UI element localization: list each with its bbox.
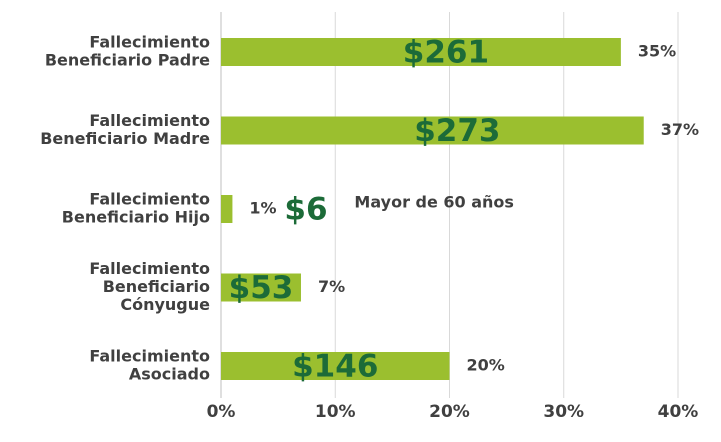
- amount-label: $146: [292, 349, 378, 385]
- bar: [221, 38, 621, 66]
- category-label: Fallecimiento: [89, 347, 210, 366]
- x-tick-label: 30%: [543, 402, 584, 422]
- category-label: Beneficiario Padre: [45, 51, 210, 70]
- value-label: 7%: [318, 277, 345, 296]
- x-tick-label: 40%: [658, 402, 699, 422]
- value-label: 20%: [467, 356, 505, 375]
- value-label: 37%: [661, 120, 699, 139]
- annotation: Mayor de 60 años: [354, 193, 514, 212]
- amount-label: $6: [284, 192, 327, 228]
- x-tick-label: 20%: [429, 402, 470, 422]
- category-label: Beneficiario: [103, 277, 210, 296]
- category-label: Fallecimiento: [89, 111, 210, 130]
- category-label: Asociado: [129, 365, 210, 384]
- x-tick-label: 0%: [207, 402, 236, 422]
- category-label: Beneficiario Hijo: [62, 208, 210, 227]
- bar: [221, 273, 301, 302]
- category-label: Fallecimiento: [89, 33, 210, 52]
- bar: [221, 195, 233, 223]
- category-label: Fallecimiento: [89, 259, 210, 278]
- x-tick-label: 10%: [315, 402, 356, 422]
- value-label: 35%: [638, 42, 676, 61]
- amount-label: $261: [403, 35, 489, 71]
- bar: [221, 116, 644, 145]
- value-label: 1%: [249, 199, 276, 218]
- amount-label: $53: [229, 270, 294, 306]
- category-label: Beneficiario Madre: [40, 129, 210, 148]
- bar: [221, 352, 450, 380]
- category-label: Fallecimiento: [89, 190, 210, 209]
- category-label: Cónyugue: [120, 295, 210, 314]
- amount-label: $273: [414, 113, 500, 149]
